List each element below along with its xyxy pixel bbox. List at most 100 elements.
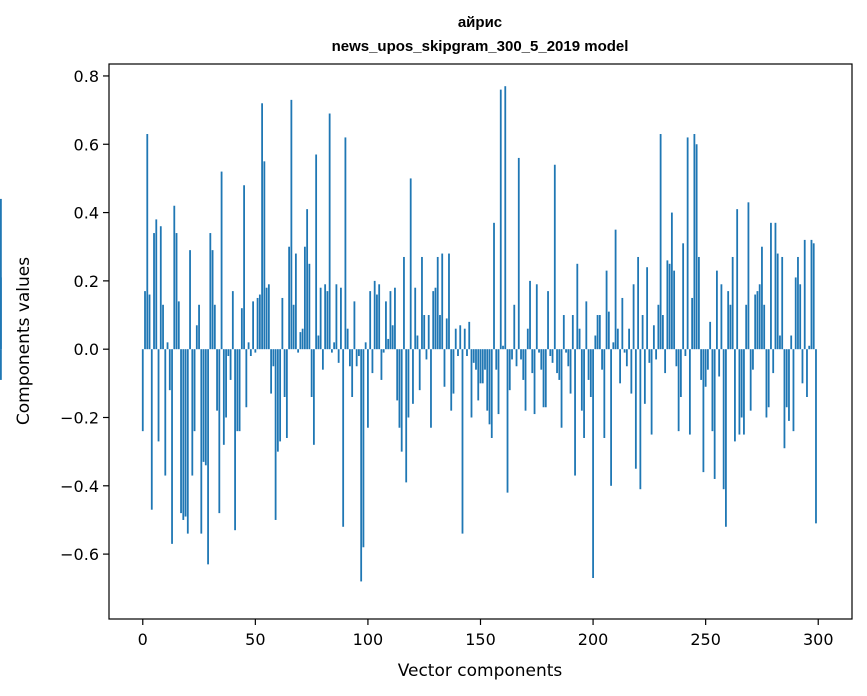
bar-278: [767, 349, 770, 408]
bar-252: [709, 321, 712, 350]
bar-244: [691, 297, 694, 350]
bar-112: [394, 287, 396, 350]
bar-195: [580, 349, 583, 411]
bar-155: [490, 349, 493, 438]
bar-222: [641, 315, 644, 350]
bar-170: [524, 349, 527, 411]
bar-266: [740, 349, 743, 418]
bar-187: [562, 315, 565, 350]
bar-171: [526, 328, 529, 350]
bar-92: [349, 349, 351, 367]
bar-102: [371, 349, 374, 374]
bar-37: [225, 349, 227, 418]
bar-25: [198, 304, 200, 350]
bar-4: [150, 349, 153, 510]
y-axis-label: Components values: [14, 257, 34, 425]
bar-145: [468, 321, 471, 350]
bar-33: [216, 349, 218, 411]
bar-27: [202, 349, 205, 462]
bar-74: [308, 263, 311, 350]
bar-80: [321, 349, 324, 370]
x-tick-label: 150: [465, 630, 496, 649]
bar-270: [749, 349, 752, 411]
bar-231: [661, 315, 664, 350]
bar-207: [607, 311, 610, 350]
bar-5: [153, 233, 155, 350]
bar-292: [799, 284, 802, 350]
bar-15: [175, 233, 178, 350]
x-tick-label: 0: [138, 630, 148, 649]
bar-127: [427, 315, 430, 350]
bar-268: [745, 304, 748, 350]
bar-121: [414, 287, 417, 350]
bar-109: [387, 338, 390, 350]
bar-106: [380, 349, 383, 380]
bar-97: [360, 349, 363, 582]
bar-211: [616, 328, 619, 350]
bar-110: [389, 291, 392, 350]
bar-234: [668, 263, 671, 350]
bar-208: [610, 349, 612, 486]
bar-23: [193, 349, 196, 432]
bar-262: [731, 256, 734, 350]
bar-3: [148, 294, 151, 350]
bar-241: [684, 349, 687, 357]
bar-225: [648, 349, 651, 363]
bar-20: [186, 349, 189, 534]
bar-224: [646, 267, 649, 350]
bar-167: [517, 157, 520, 350]
bar-199: [589, 349, 592, 397]
bar-101: [369, 291, 372, 350]
bar-64: [285, 349, 288, 438]
y-tick-label: 0.0: [74, 340, 99, 359]
bar-129: [432, 291, 435, 350]
bar-237: [675, 349, 678, 367]
bar-230: [659, 134, 662, 350]
bar-175: [535, 284, 538, 350]
bar-215: [625, 349, 628, 367]
bar-42: [236, 349, 239, 432]
x-axis-label: Vector components: [398, 661, 563, 681]
bar-246: [695, 144, 698, 350]
bar-273: [756, 291, 759, 350]
bar-55: [265, 287, 268, 350]
x-tick-label: 100: [353, 630, 384, 649]
bar-299: [815, 349, 817, 524]
bar-17: [180, 349, 182, 514]
bar-6: [155, 219, 158, 350]
bar-84: [331, 349, 333, 353]
bar-41: [234, 349, 236, 531]
bar-18: [182, 349, 185, 520]
bar-261: [729, 304, 732, 350]
bar-137: [450, 349, 453, 411]
bar-94: [353, 301, 356, 350]
bar-162: [506, 349, 509, 493]
bar-296: [808, 345, 811, 350]
bar-176: [538, 349, 540, 353]
bar-217: [630, 349, 633, 394]
bar-62: [281, 297, 284, 350]
bar-111: [391, 325, 394, 350]
bar-128: [430, 349, 432, 428]
bar-68: [294, 253, 297, 350]
bar-294: [803, 239, 806, 350]
bar-233: [666, 260, 669, 350]
bar-203: [598, 315, 601, 350]
bar-77: [315, 154, 318, 350]
bar-191: [571, 315, 574, 350]
bar-156: [493, 222, 495, 350]
bar-281: [774, 222, 777, 350]
bar-177: [540, 349, 543, 370]
bar-226: [650, 349, 653, 435]
x-tick-label: 250: [690, 630, 721, 649]
bar-40: [231, 291, 234, 350]
bar-59: [274, 349, 277, 520]
bar-221: [639, 349, 642, 490]
bar-73: [306, 209, 309, 350]
bar-257: [720, 284, 723, 350]
bar-undefined: [0, 277, 2, 350]
bar-204: [601, 349, 603, 370]
bar-285: [783, 349, 786, 449]
bar-88: [340, 287, 342, 350]
bar-293: [801, 349, 804, 384]
